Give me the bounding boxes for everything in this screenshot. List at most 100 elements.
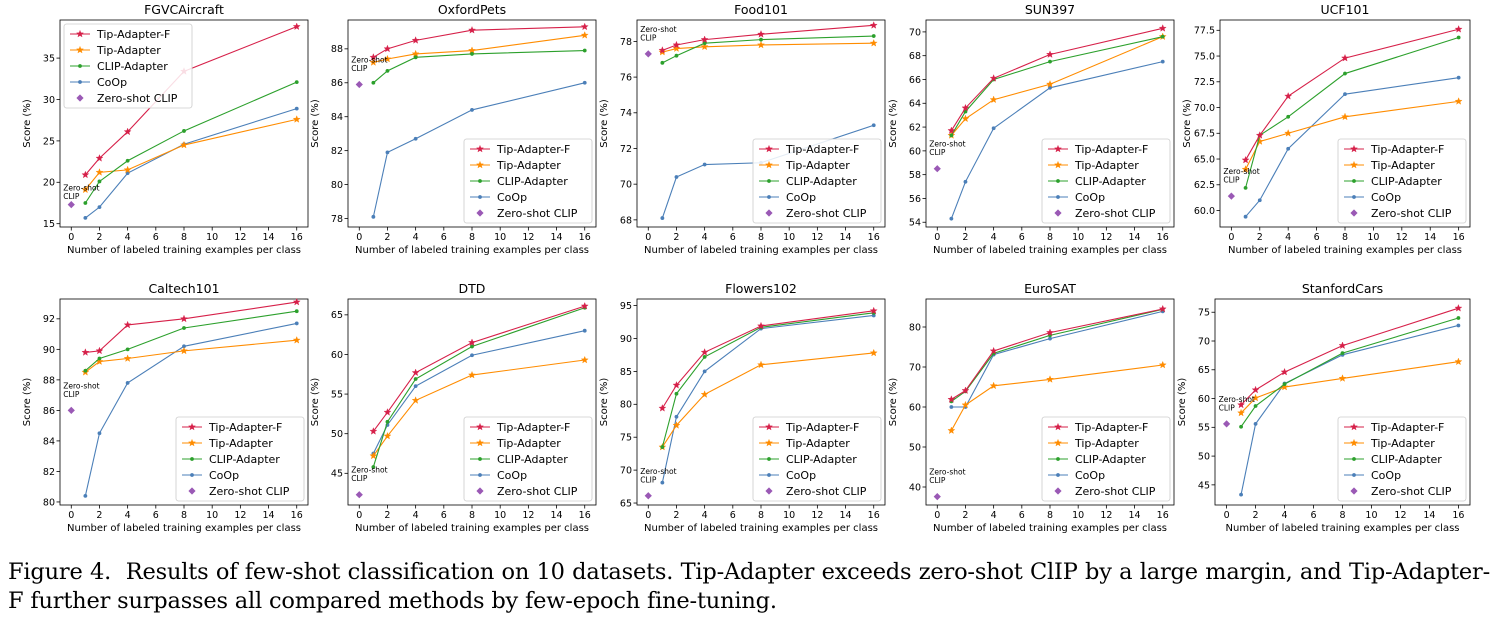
legend-label: Zero-shot CLIP (786, 485, 867, 498)
x-tick-label: 6 (441, 232, 447, 243)
y-tick-label: 74 (620, 108, 632, 119)
legend-label: Tip-Adapter-F (496, 421, 570, 434)
legend-box (1337, 416, 1467, 502)
data-point (125, 347, 130, 352)
legend-marker (1056, 457, 1060, 461)
legend-label: Tip-Adapter-F (785, 421, 859, 434)
chart-title: StanfordCars (1302, 281, 1383, 296)
legend-label: Tip-Adapter (496, 159, 561, 172)
legend: Tip-Adapter-F Tip-Adapter CLIP-Adapter CoOp… (752, 416, 882, 502)
data-point (1239, 492, 1243, 497)
zero-shot-annotation: Zero-shot (929, 140, 965, 149)
y-tick-label: 72.5 (1194, 77, 1215, 88)
data-point (413, 136, 418, 141)
legend-box (752, 416, 882, 502)
zero-shot-annotation: CLIP (351, 64, 368, 73)
data-point (658, 46, 667, 54)
series-tip-adapter-f (1237, 304, 1463, 409)
x-tick-label: 4 (413, 510, 419, 521)
data-point (182, 129, 186, 133)
x-tick-label: 0 (1228, 232, 1234, 243)
data-point (757, 40, 765, 49)
legend-label: CoOp (497, 191, 527, 204)
series-coop (949, 59, 1165, 221)
data-point (411, 368, 420, 377)
data-point (672, 421, 681, 429)
legend-marker (1350, 422, 1358, 431)
zero-shot-annotation: Zero-shot (640, 467, 676, 476)
data-point (947, 395, 956, 403)
data-point (1158, 24, 1167, 32)
legend-marker (78, 64, 82, 68)
data-point (1286, 114, 1291, 119)
legend-marker (476, 487, 484, 495)
figure-caption: Figure 4. Results of few-shot classifica… (8, 558, 1490, 616)
legend-box (1041, 416, 1171, 502)
y-tick-label: 56 (909, 194, 921, 205)
data-point (757, 360, 765, 369)
data-point (383, 408, 392, 416)
chart-caltech101: Caltech101 0 2 4 6 8 10 12 14 16 80 82 84 86 88 90 92 Num… (22, 281, 309, 534)
x-tick-label: 4 (125, 232, 131, 243)
data-point (1456, 323, 1461, 328)
y-axis-label: Score (%) (22, 99, 33, 148)
series-clip-adapter (371, 48, 587, 85)
legend-marker (478, 195, 482, 199)
series-line (373, 26, 585, 58)
legend-marker (767, 179, 771, 183)
data-point (413, 384, 418, 389)
y-tick-label: 65 (331, 310, 343, 321)
zero-shot-annotation: Zero-shot (1219, 395, 1255, 404)
zero-shot-annotation: Zero-shot (351, 55, 387, 64)
legend-label: Tip-Adapter (1074, 159, 1139, 172)
data-point (1046, 375, 1054, 383)
data-point (989, 74, 998, 82)
legend-marker (1352, 195, 1356, 199)
x-tick-label: 16 (1452, 510, 1464, 521)
data-point (1454, 97, 1463, 105)
legend-marker (478, 457, 482, 461)
zero-shot-annotation: CLIP (640, 33, 657, 42)
x-tick-label: 2 (673, 232, 679, 243)
data-point (961, 103, 970, 112)
y-tick-label: 40 (909, 482, 921, 493)
zero-shot-annotation: CLIP (351, 474, 368, 483)
series-clip-adapter (83, 309, 299, 373)
chart-title: OxfordPets (438, 2, 506, 17)
y-tick-label: 58 (909, 170, 921, 181)
data-point (1257, 198, 1262, 203)
data-point (294, 80, 299, 84)
x-tick-label: 8 (758, 232, 764, 243)
data-point (1282, 382, 1287, 387)
legend-label: Zero-shot CLIP (1075, 207, 1156, 220)
legend-marker (1054, 438, 1062, 447)
data-point (1251, 393, 1260, 402)
data-point (1241, 165, 1250, 173)
x-tick-label: 8 (469, 232, 475, 243)
data-point (369, 58, 378, 66)
y-tick-label: 60 (909, 402, 921, 413)
y-tick-label: 80 (909, 322, 921, 333)
series-tip-adapter (369, 31, 589, 66)
x-tick-label: 6 (1019, 232, 1025, 243)
legend-label: Tip-Adapter-F (1370, 143, 1444, 156)
series-line (662, 35, 874, 64)
legend: Tip-Adapter-F Tip-Adapter CLIP-Adapter CoOp… (1337, 138, 1467, 224)
zero-shot-annotation: Zero-shot (640, 25, 676, 34)
x-tick-label: 6 (153, 510, 159, 521)
x-tick-label: 6 (153, 232, 159, 243)
legend-label: CoOp (97, 76, 127, 89)
legend-label: CoOp (786, 469, 816, 482)
y-tick-label: 60 (1198, 394, 1210, 405)
data-point (468, 338, 476, 346)
x-axis-label: Number of labeled training examples per … (644, 245, 878, 256)
data-point (1048, 59, 1052, 64)
data-point (1046, 50, 1054, 58)
x-tick-label: 16 (1453, 232, 1465, 243)
data-point (991, 126, 996, 131)
data-point (123, 127, 132, 136)
data-point (702, 355, 707, 359)
legend-marker (1352, 179, 1356, 183)
x-tick-label: 14 (262, 510, 274, 521)
